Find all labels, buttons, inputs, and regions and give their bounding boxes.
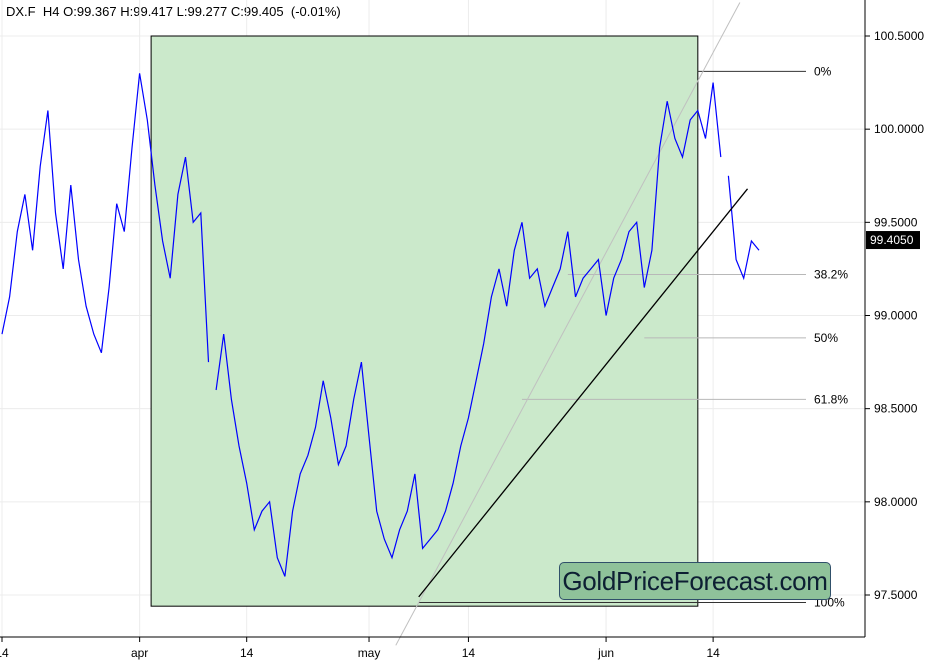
symbol-label: DX.F — [6, 4, 36, 19]
last-price-label: 99.4050 — [870, 233, 914, 247]
y-tick-label: 98.0000 — [874, 495, 918, 509]
x-tick-label: 14 — [240, 646, 254, 660]
watermark-text: GoldPriceForecast.com — [562, 566, 828, 596]
x-tick-label: apr — [131, 646, 148, 660]
axes: 100.5000 100.0000 99.5000 99.0000 98.5000 98.… — [0, 0, 924, 660]
open-value: O:99.367 — [63, 4, 117, 19]
x-tick-label: 14 — [0, 646, 9, 660]
y-tick-label: 97.5000 — [874, 588, 918, 602]
x-tick-label: 14 — [462, 646, 476, 660]
change-value: (-0.01%) — [290, 4, 341, 19]
x-tick-label: may — [358, 646, 381, 660]
x-tick-label: 14 — [706, 646, 720, 660]
close-value: C:99.405 — [230, 4, 284, 19]
last-price-badge — [866, 231, 920, 250]
y-tick-label: 100.5000 — [874, 29, 924, 43]
fib-level-label: 50% — [814, 331, 838, 345]
fib-level-label: 61.8% — [814, 392, 848, 406]
chart-header: DX.F H4 O:99.367 H:99.417 L:99.277 C:99.… — [6, 4, 341, 19]
low-value: L:99.277 — [176, 4, 228, 19]
y-tick-label: 99.5000 — [874, 215, 918, 229]
y-tick-label: 100.0000 — [874, 122, 924, 136]
fib-retracement: 0%38.2%50%61.8%100% — [418, 64, 848, 609]
fib-channel-line — [395, 2, 741, 646]
watermark-badge: GoldPriceForecast.com — [559, 562, 831, 600]
price-series-line — [1, 73, 760, 577]
fib-level-label: 38.2% — [814, 268, 848, 282]
x-tick-label: jun — [597, 646, 614, 660]
high-value: H:99.417 — [120, 4, 173, 19]
timeframe-label: H4 — [42, 4, 60, 19]
y-tick-label: 98.5000 — [874, 402, 918, 416]
highlight-box — [150, 35, 699, 607]
y-tick-label: 99.0000 — [874, 309, 918, 323]
support-trendline — [418, 188, 749, 598]
fib-level-label: 0% — [814, 64, 832, 78]
